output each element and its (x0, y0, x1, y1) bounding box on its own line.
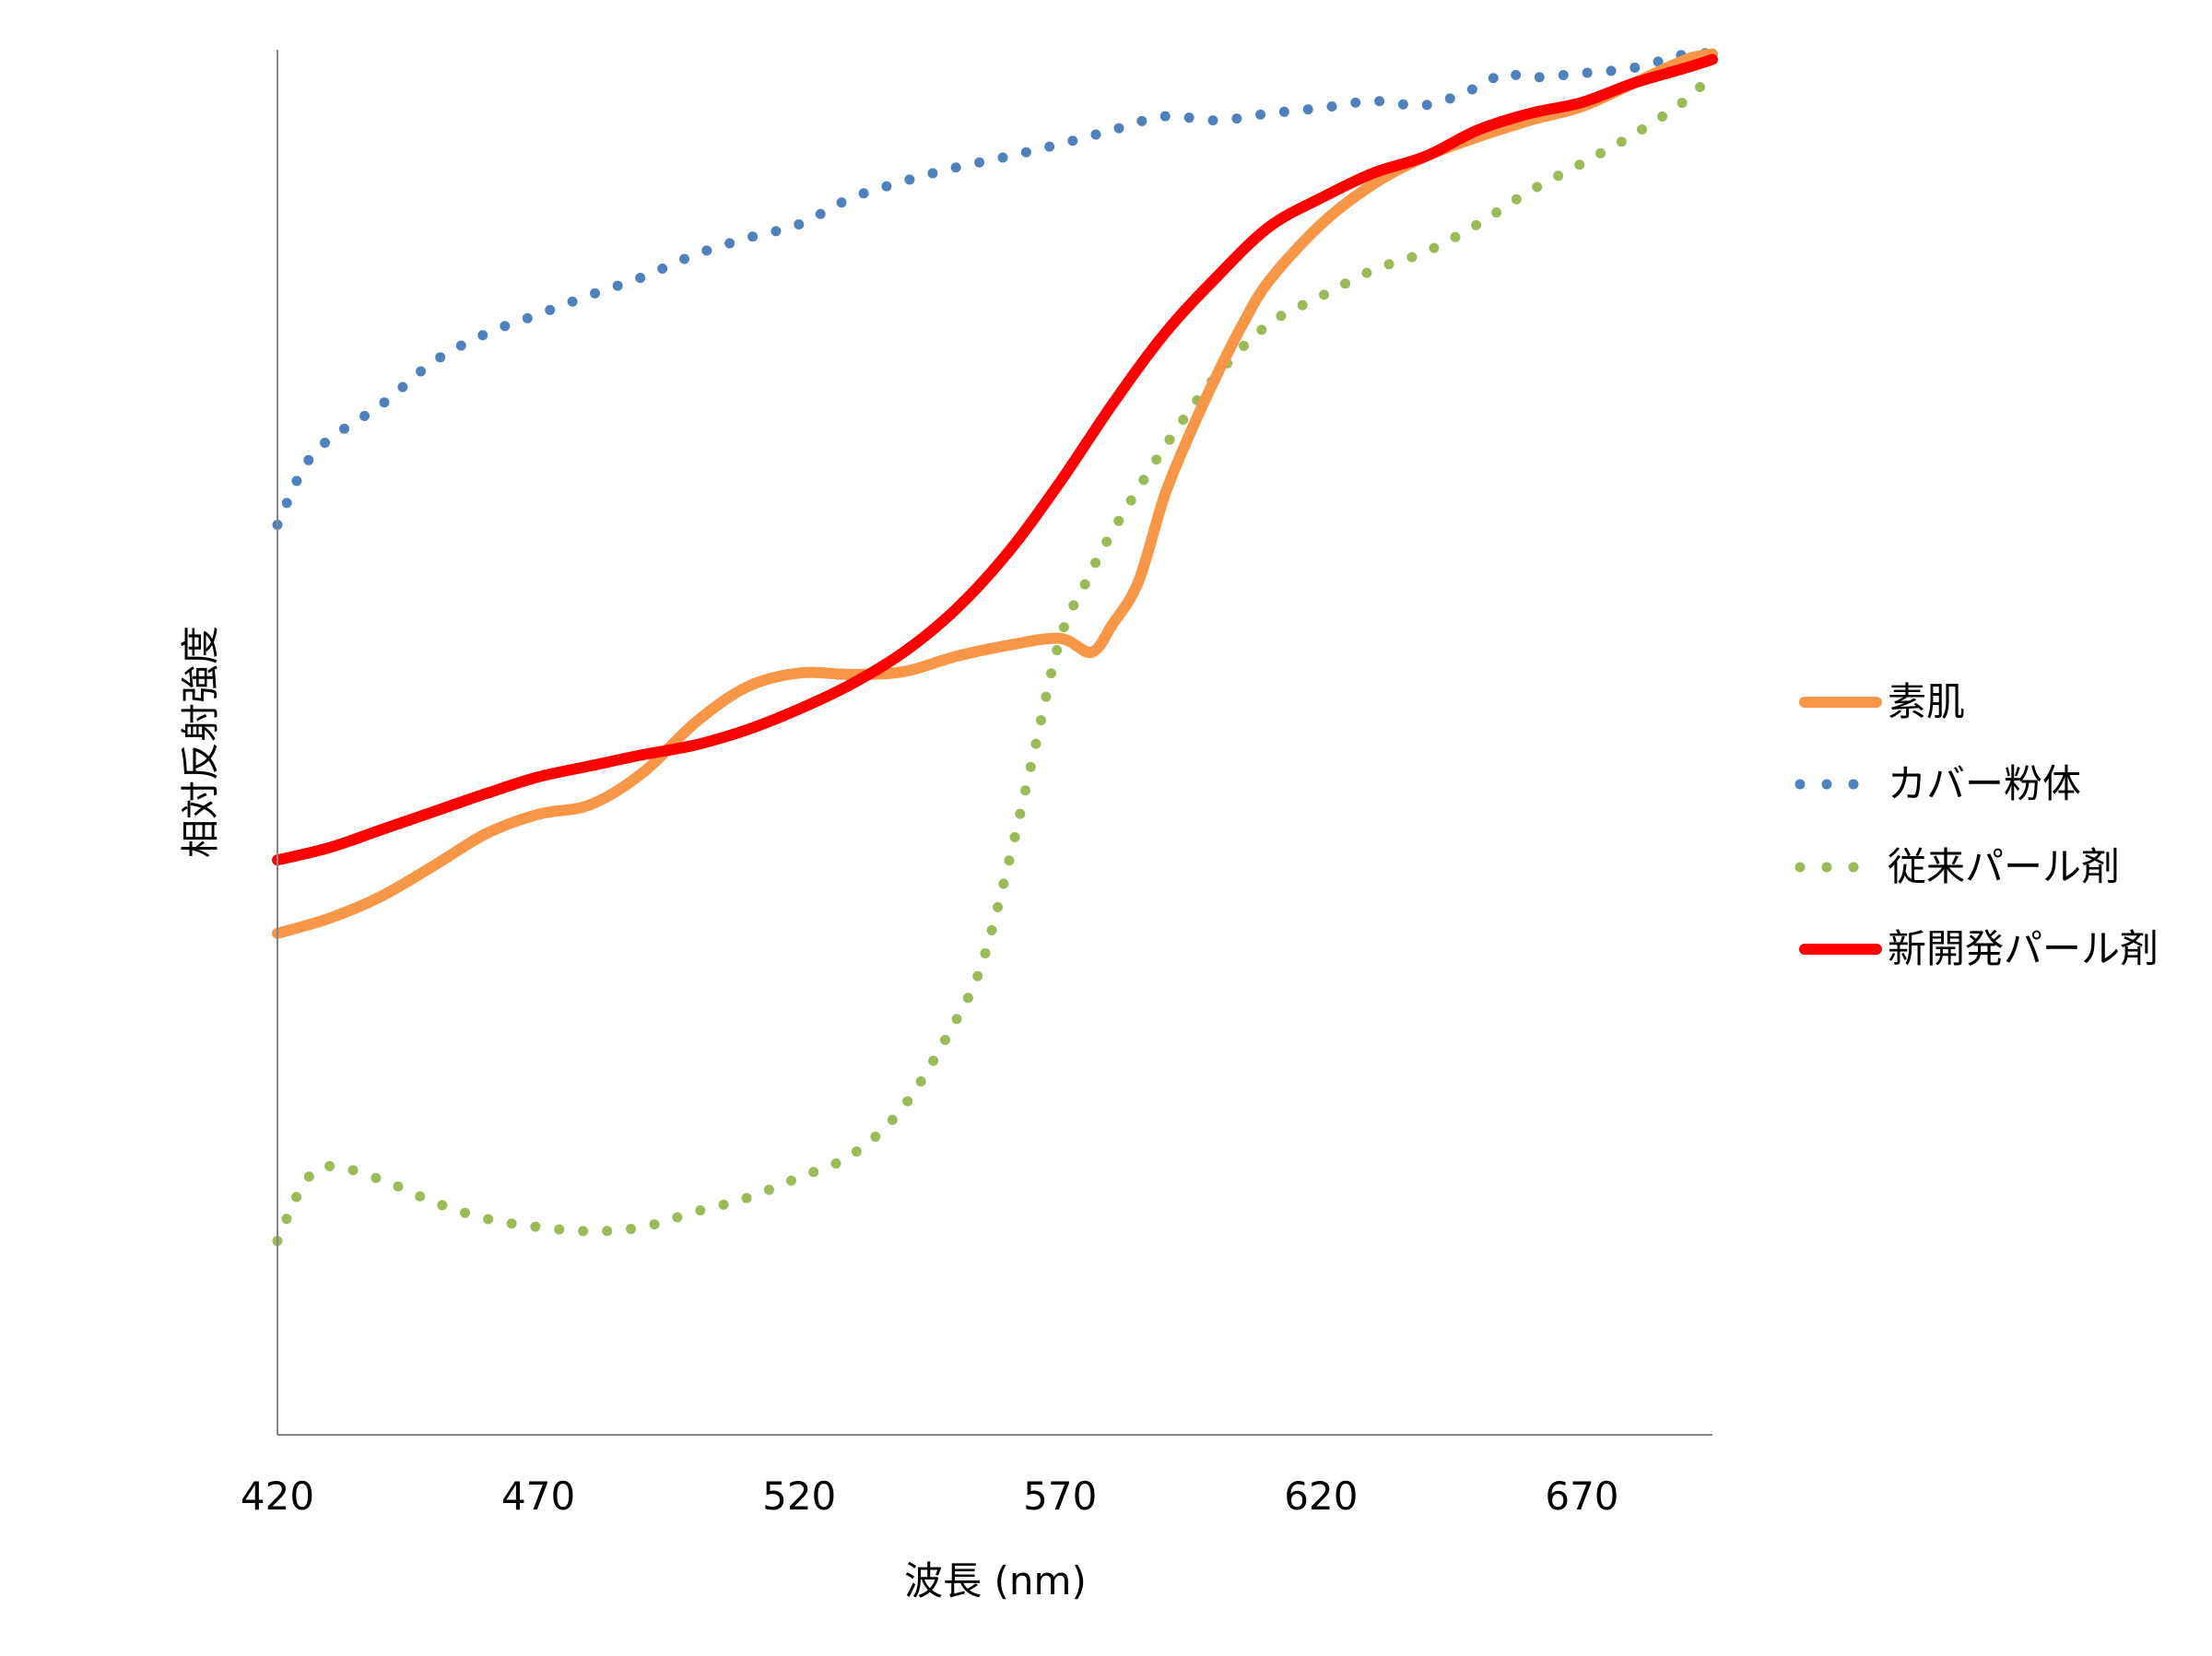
series-line-4 (272, 53, 1718, 866)
x-tick-label: 570 (1023, 1474, 1097, 1519)
x-tick-labels: 420 470 520 570 620 670 (241, 1474, 1619, 1519)
legend-item: 新開発パール剤 (1799, 926, 2159, 971)
y-axis-label: 相対反射強度 (178, 626, 223, 858)
legend-label: 新開発パール剤 (1888, 926, 2159, 971)
legend-label: 従来パール剤 (1888, 844, 2120, 889)
x-tick-label: 470 (501, 1474, 575, 1519)
legend-label: 素肌 (1888, 679, 1965, 724)
series-line-1 (272, 48, 1718, 939)
legend-label: カバー粉体 (1888, 761, 2081, 806)
series-line-3 (272, 68, 1718, 1247)
x-tick-label: 520 (762, 1474, 836, 1519)
legend-item: カバー粉体 (1794, 761, 2081, 806)
x-axis-label: 波長 (nm) (904, 1558, 1087, 1603)
x-tick-label: 420 (241, 1474, 314, 1519)
series-layer (272, 47, 1718, 1247)
legend-item: 素肌 (1799, 679, 1965, 724)
x-tick-label: 670 (1545, 1474, 1618, 1519)
legend-item: 従来パール剤 (1794, 844, 2120, 889)
x-tick-label: 620 (1284, 1474, 1358, 1519)
series-line-2 (272, 47, 1718, 531)
